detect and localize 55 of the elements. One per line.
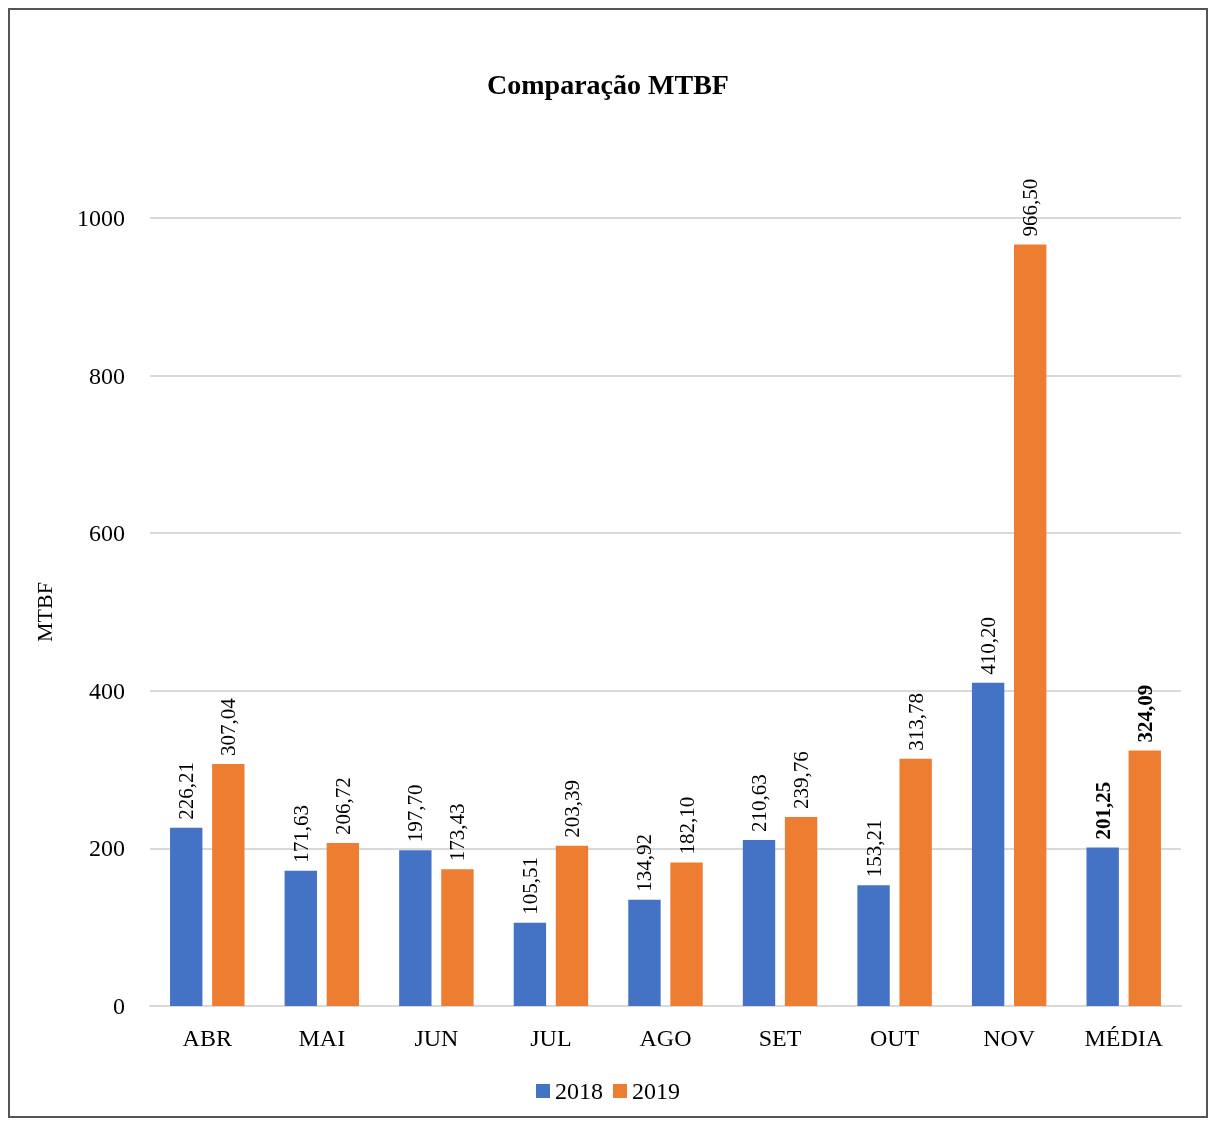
y-tick-label: 200 [89, 835, 125, 862]
data-label: 182,10 [674, 796, 699, 855]
y-tick-label: 600 [89, 520, 125, 547]
x-tick-label: NOV [983, 1025, 1036, 1051]
data-label: 966,50 [1018, 178, 1043, 237]
bar [971, 682, 1005, 1006]
data-label: 203,39 [559, 779, 584, 838]
bar [513, 922, 547, 1006]
bar [670, 862, 703, 1006]
bar [857, 885, 890, 1006]
bar [1128, 750, 1161, 1006]
x-tick-label: JUN [414, 1025, 459, 1051]
bar [284, 870, 317, 1006]
x-tick-label: OUT [869, 1025, 920, 1051]
data-label: 210,63 [747, 774, 772, 833]
data-label: 171,63 [288, 805, 313, 863]
data-label: 307,04 [216, 697, 241, 757]
data-label: 324,09 [1132, 684, 1157, 743]
bar [1014, 244, 1047, 1006]
data-label: 153,21 [861, 819, 886, 878]
data-label: 134,92 [632, 833, 657, 892]
bar [628, 899, 661, 1006]
bar [899, 758, 932, 1006]
bar [212, 764, 245, 1006]
legend-label: 2019 [632, 1078, 680, 1104]
data-label: 105,51 [517, 857, 542, 915]
data-label: 226,21 [174, 762, 199, 820]
data-label: 173,43 [445, 803, 470, 862]
data-label: 313,78 [903, 692, 928, 751]
data-label: 206,72 [330, 777, 355, 836]
bar [441, 869, 474, 1006]
chart-title: Comparação MTBF [487, 68, 729, 100]
data-label: 410,20 [976, 617, 1001, 675]
y-tick-label: 800 [89, 362, 125, 389]
data-label: 201,25 [1090, 781, 1115, 840]
x-tick-label: MÉDIA [1084, 1025, 1164, 1051]
data-label: 197,70 [403, 784, 428, 843]
bar [555, 845, 589, 1006]
x-tick-label: AGO [639, 1025, 692, 1051]
bar [742, 840, 776, 1006]
y-tick-label: 0 [113, 993, 125, 1019]
y-axis-title: MTBF [31, 582, 57, 642]
bar [1086, 847, 1119, 1006]
x-tick-label: SET [758, 1025, 802, 1051]
legend-label: 2018 [555, 1078, 603, 1104]
bar [170, 827, 203, 1006]
bar [326, 843, 360, 1006]
bar [399, 850, 432, 1006]
x-tick-label: MAI [298, 1025, 346, 1051]
y-tick-label: 400 [89, 677, 125, 704]
bar [784, 817, 818, 1006]
x-tick-label: ABR [182, 1025, 232, 1051]
x-tick-label: JUL [530, 1025, 572, 1051]
data-label: 239,76 [789, 751, 814, 810]
y-tick-label: 1000 [77, 205, 125, 231]
